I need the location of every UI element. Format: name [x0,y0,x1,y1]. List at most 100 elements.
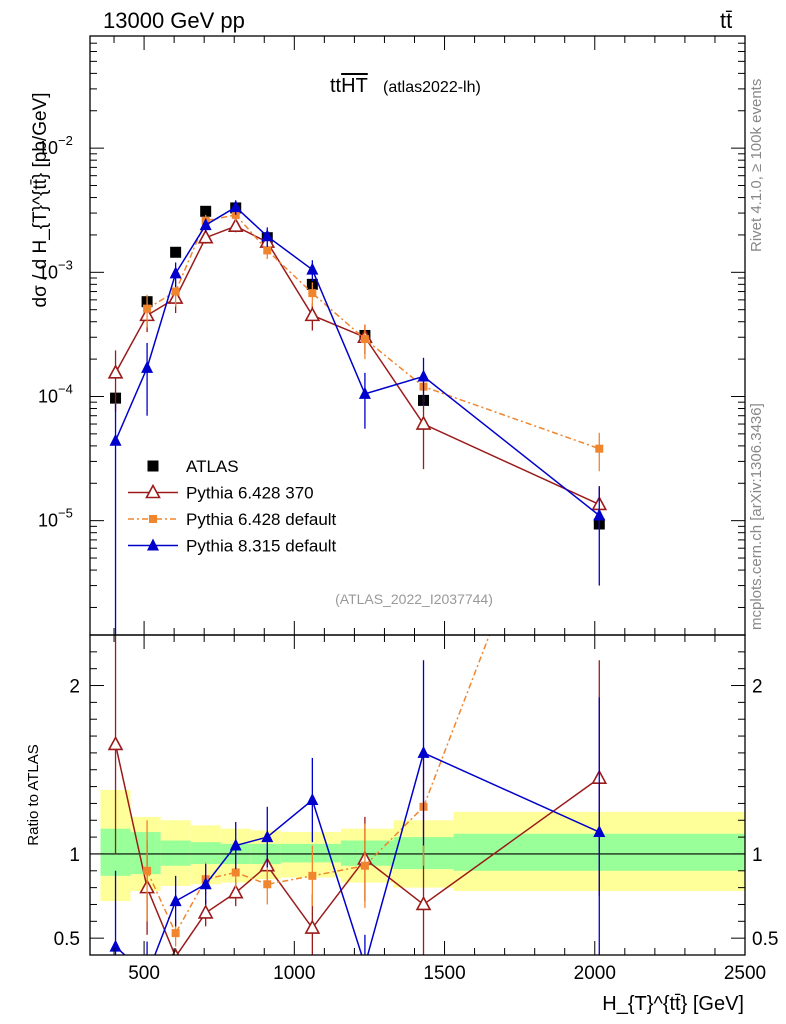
legend-label: Pythia 6.428 370 [186,484,314,503]
ratio-point-pythia-6-428-default-2 [171,929,180,938]
x-tick-label: 1500 [423,963,465,984]
main-point-pythia-8-315-default-7 [358,386,371,399]
ratio-ytick-label-left: 1 [69,845,80,866]
legend-item-pythia-6-428-370: Pythia 6.428 370 [128,484,314,503]
plot-title-tag: (atlas2022-lh) [383,79,481,96]
main-point-pythia-8-315-default-5 [261,229,274,242]
main-point-pythia-8-315-default-0 [109,433,122,446]
ratio-point-pythia-8-315-default-8 [417,745,430,758]
main-point-pythia-8-315-default-9 [593,508,606,521]
x-axis-title: H_{T}^{tt̄} [GeV] [602,993,744,1015]
main-point-pythia-6-428-default-5 [263,246,272,255]
ratio-line-pythia-6-428-370 [114,744,600,955]
main-series-pythia-6-428-default [143,209,604,472]
ratio-point-pythia-6-428-default-9 [595,345,603,353]
x-tick-label: 2000 [574,963,616,984]
main-line-pythia-6-428-370 [114,225,600,506]
legend-marker [145,483,161,499]
main-point-pythia-8-315-default-4 [229,200,242,213]
legend-marker [149,515,157,523]
ratio-ytick-label-right: 0.5 [752,929,778,950]
legend-item-pythia-8-315-default: Pythia 8.315 default [128,537,337,556]
x-tick-label: 1000 [273,963,315,984]
main-point-pythia-6-428-370-4 [227,217,244,233]
plot-title-main: tt [330,75,342,97]
main-series-pythia-8-315-default [109,200,606,635]
band-inner-2 [160,840,191,866]
ratio-series-pythia-6-428-default [143,345,603,947]
ratio-point-pythia-6-428-default-6 [308,871,317,880]
main-point-pythia-8-315-default-6 [306,262,319,275]
ratio-point-pythia-8-315-default-0 [109,939,122,952]
main-y-axis-title: dσ / d H_{T}^{tt̄} [pb/GeV] [30,93,51,308]
main-point-pythia-6-428-default-9 [595,444,604,453]
main-ytick-exp: −5 [58,506,73,521]
plot-title-overline: HT [341,75,368,97]
ratio-series-group [107,345,608,970]
ratio-point-pythia-8-315-default-7 [359,958,371,970]
legend-label: Pythia 8.315 default [186,537,337,556]
ratio-ytick-label-right: 2 [752,677,763,698]
main-panel-marks [107,200,608,635]
main-line-pythia-8-315-default [114,206,600,517]
ratio-point-pythia-6-428-370-2 [171,948,180,955]
ratio-point-pythia-6-428-370-6 [304,919,321,934]
main-line-pythia-6-428-default [146,214,600,450]
legend-label: Pythia 6.428 default [186,510,337,529]
legend-item-pythia-6-428-default: Pythia 6.428 default [128,510,337,529]
main-point-atlas-3 [200,205,212,217]
main-point-atlas-2 [170,246,182,258]
legend: ATLAS Pythia 6.428 370 Pythia 6.428 defaul… [128,457,337,556]
main-series-atlas [110,202,605,530]
ratio-uncertainty-bands [90,789,745,902]
legend-marker [147,460,159,472]
main-point-pythia-6-428-370-8 [415,415,432,430]
beam-label: 13000 GeV pp [103,8,245,33]
analysis-id-label: (ATLAS_2022_I2037744) [335,591,493,607]
ratio-point-pythia-6-428-default-1 [143,866,152,875]
ratio-point-pythia-8-315-default-6 [306,793,319,806]
legend-label: ATLAS [186,457,239,476]
main-ytick-exp: −3 [58,257,73,272]
main-point-pythia-8-315-default-3 [199,218,212,231]
ratio-point-pythia-6-428-default-7 [360,861,369,870]
main-ytick-base: 10 [38,262,58,282]
mcplots-site-label: mcplots.cern.ch [arXiv:1306.3436] [748,403,765,630]
ratio-frame [89,634,746,956]
main-ytick-base: 10 [38,138,58,158]
ratio-series-pythia-6-428-370 [107,635,608,955]
main-point-pythia-6-428-370-6 [304,306,321,322]
main-point-pythia-6-428-default-1 [143,304,152,313]
main-ytick-base: 10 [38,386,58,406]
ratio-point-pythia-8-315-default-2 [169,894,182,907]
main-point-pythia-6-428-370-0 [107,364,124,379]
main-point-pythia-6-428-default-6 [308,289,317,298]
ratio-y-axis-title: Ratio to ATLAS [25,744,42,845]
ratio-series-pythia-8-315-default [109,660,606,970]
main-ytick-label: 10−5 [38,506,73,531]
ratio-point-pythia-6-428-370-3 [197,904,214,919]
ratio-ytick-label-left: 0.5 [54,929,80,950]
main-point-pythia-8-315-default-8 [417,369,430,382]
ratio-point-pythia-8-315-default-5 [261,830,274,843]
ratio-point-pythia-6-428-370-0 [107,735,124,751]
legend-marker [147,538,159,551]
main-ytick-exp: −4 [58,381,73,396]
legend-item-atlas: ATLAS [147,457,239,476]
process-label: tt̄ [720,8,732,33]
ratio-point-pythia-6-428-default-5 [263,880,272,889]
rivet-version-label: Rivet 4.1.0, ≥ 100k events [748,79,765,252]
ratio-panel-marks [107,345,608,970]
main-ytick-label: 10−2 [38,133,73,158]
ratio-point-pythia-8-315-default-9 [593,825,606,838]
x-tick-label: 500 [128,963,160,984]
band-inner-6 [280,843,341,863]
main-point-pythia-6-428-default-2 [171,287,180,296]
ratio-point-pythia-6-428-370-4 [227,884,244,899]
plot-title: ttHT [330,75,368,97]
main-ytick-exp: −2 [58,133,73,148]
main-ytick-label: 10−4 [38,381,73,406]
ratio-ytick-label-left: 2 [69,677,80,698]
